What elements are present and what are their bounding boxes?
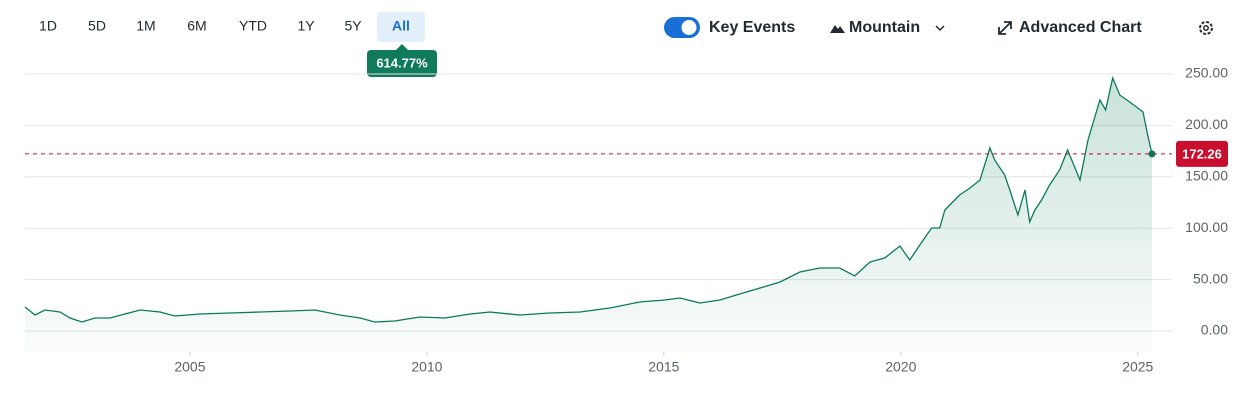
range-active-bg [377,12,425,42]
y-tick-label: 150.00 [1185,168,1228,184]
range-button[interactable]: 5D [88,18,106,34]
x-tick-label: 2015 [648,359,679,375]
range-button[interactable]: All [392,18,410,34]
settings[interactable] [1199,21,1213,35]
x-tick-label: 2005 [174,359,205,375]
gear [1199,21,1213,35]
range-button[interactable]: 6M [187,18,206,34]
range-button[interactable]: 5Y [344,18,362,34]
range-button[interactable]: 1Y [297,18,315,34]
toggle-knob [681,20,697,35]
current-price-bg [1176,140,1228,167]
range-button[interactable]: YTD [239,18,267,34]
y-tick-label: 250.00 [1185,65,1228,81]
badge-arrow [396,44,408,50]
x-tick-label: 2020 [885,359,916,375]
y-tick-label: 50.00 [1193,270,1228,286]
last-point [1148,150,1156,158]
key-events[interactable]: Key Events [709,19,795,36]
chart-style[interactable]: Mountain [849,19,920,36]
area-fill [25,78,1152,352]
y-tick-label: 200.00 [1185,116,1228,132]
x-tick-label: 2025 [1122,359,1153,375]
change-badge: 614.77% [376,55,428,70]
badge-bg [367,50,437,77]
mountain-icon [830,25,845,33]
gear-hub [1203,25,1209,31]
advanced-chart[interactable]: Advanced Chart [1019,19,1142,36]
current-price-label: 172.26 [1182,146,1222,161]
y-tick-label: 100.00 [1185,219,1228,235]
range-button[interactable]: 1D [39,18,57,34]
chevron [935,25,945,32]
y-tick-label: 0.00 [1201,322,1228,338]
range-button[interactable]: 1M [136,18,155,34]
x-tick-label: 2010 [411,359,442,375]
expand-icon [998,21,1012,35]
price-line [24,75,1153,323]
